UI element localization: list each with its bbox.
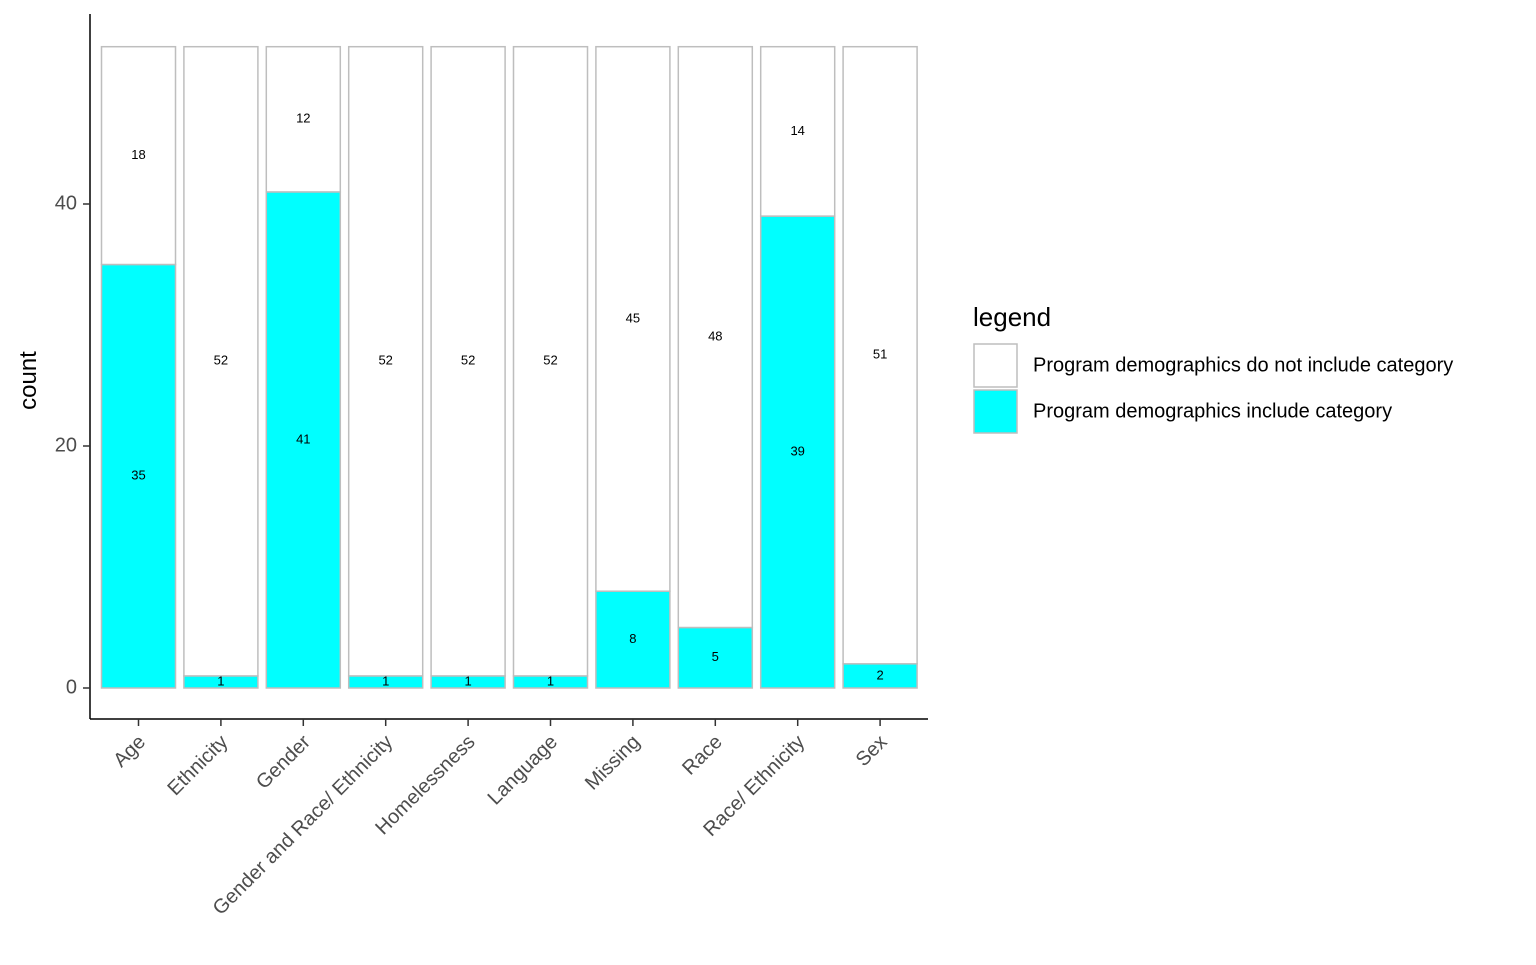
data-label: 12	[296, 111, 310, 126]
x-tick-label: Age	[109, 731, 150, 772]
data-label: 35	[131, 468, 145, 483]
x-tick-label: Gender and Race/ Ethnicity	[209, 731, 398, 920]
data-label: 5	[712, 649, 719, 664]
data-label: 2	[876, 667, 883, 682]
x-tick-label: Ethnicity	[163, 731, 232, 800]
x-tick-label: Race	[678, 731, 727, 780]
bar-segment	[677, 626, 754, 689]
bar-segment	[842, 45, 918, 665]
data-label: 14	[790, 123, 804, 138]
bar-segment	[347, 45, 424, 677]
legend-swatch	[973, 389, 1018, 434]
data-label: 52	[543, 353, 557, 368]
y-tick-label: 40	[55, 192, 77, 214]
legend-label: Program demographics include category	[1033, 400, 1392, 422]
bar-segment	[595, 45, 671, 592]
y-axis-title: count	[15, 351, 42, 410]
bar-segment	[677, 45, 754, 629]
bar-segment	[430, 45, 506, 677]
bar-segment	[265, 191, 342, 689]
data-label: 1	[382, 673, 389, 688]
x-tick-label: Sex	[852, 731, 892, 771]
data-label: 52	[214, 353, 228, 368]
x-tick-label: Language	[484, 731, 562, 809]
y-tick-label: 20	[55, 434, 77, 456]
bar-segment	[759, 45, 836, 217]
data-label: 1	[547, 673, 554, 688]
legend-label: Program demographics do not include cate…	[1033, 354, 1453, 376]
bar-segment	[265, 45, 342, 193]
data-label: 45	[626, 310, 640, 325]
data-label: 51	[873, 347, 887, 362]
bar-segment	[512, 45, 589, 677]
bars-layer	[100, 45, 918, 689]
data-label: 8	[629, 631, 636, 646]
data-label: 39	[790, 443, 804, 458]
data-label: 48	[708, 329, 722, 344]
legend: legend Program demographics do not includ…	[973, 302, 1453, 434]
bar-segment	[842, 663, 918, 689]
data-label: 1	[464, 673, 471, 688]
data-label: 41	[296, 431, 310, 446]
data-label: 18	[131, 147, 145, 162]
bar-segment	[100, 45, 177, 266]
x-tick-label: Gender	[252, 731, 315, 794]
y-tick-label: 0	[66, 676, 77, 698]
bar-segment	[183, 45, 259, 677]
legend-swatch	[973, 343, 1018, 388]
bar-segment	[100, 263, 177, 689]
data-label: 1	[217, 673, 224, 688]
data-label: 52	[378, 353, 392, 368]
x-tick-label: Missing	[581, 731, 644, 794]
bar-segment	[759, 215, 836, 689]
legend-title: legend	[973, 302, 1051, 332]
data-label: 52	[461, 353, 475, 368]
data-labels-layer: 35 18 1 52 41 12 1 52 1 52 1 52 8 45 5 48 39 14 2 51	[131, 111, 887, 689]
